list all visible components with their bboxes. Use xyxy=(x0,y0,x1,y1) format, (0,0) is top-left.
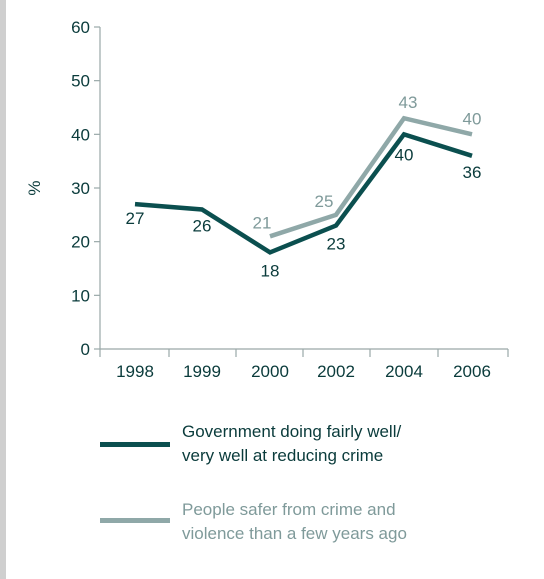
data-label: 36 xyxy=(463,163,482,182)
data-label: 23 xyxy=(327,235,346,254)
data-label: 18 xyxy=(261,261,280,280)
y-tick-label: 30 xyxy=(71,179,90,198)
line-chart: 0 10 20 30 40 50 60 1998 1999 2000 2002 2004 2006% 2… xyxy=(25,18,509,381)
y-tick-label: 60 xyxy=(71,18,90,37)
y-tick-label: 40 xyxy=(71,125,90,144)
axes: 0 10 20 30 40 50 60 1998 1999 2000 2002 2004 2006% xyxy=(25,18,509,381)
data-label: 25 xyxy=(315,192,334,211)
data-label: 40 xyxy=(463,109,482,128)
legend-label-people-safer-line1: People safer from crime and xyxy=(182,500,396,519)
data-labels: 27 26 18 23 40 36 21 25 43 40 xyxy=(126,93,482,280)
y-axis-title: % xyxy=(25,180,44,195)
legend-swatch-people-safer xyxy=(100,518,170,523)
data-label: 27 xyxy=(126,209,145,228)
x-tick-label: 2000 xyxy=(251,362,289,381)
legend-label-government-line1: Government doing fairly well/ xyxy=(182,422,402,441)
series-line-0 xyxy=(134,131,473,255)
x-tick-label: 2004 xyxy=(385,362,423,381)
x-tick-label: 1999 xyxy=(183,362,221,381)
legend-swatch-government xyxy=(100,442,170,447)
data-label: 26 xyxy=(193,216,212,235)
x-tick-label: 1998 xyxy=(116,362,154,381)
x-tick-label: 2006 xyxy=(453,362,491,381)
left-border-rule xyxy=(0,0,6,579)
x-tick-label: 2002 xyxy=(317,362,355,381)
series-line-1 xyxy=(269,115,473,239)
y-tick-label: 10 xyxy=(71,286,90,305)
data-label: 40 xyxy=(395,145,414,164)
y-tick-label: 20 xyxy=(71,233,90,252)
legend-label-government: Government doing fairly well/ very well … xyxy=(182,420,502,468)
legend-label-government-line2: very well at reducing crime xyxy=(182,446,384,465)
series-lines xyxy=(134,115,473,255)
data-label: 43 xyxy=(399,93,418,112)
y-tick-label: 50 xyxy=(71,72,90,91)
data-label: 21 xyxy=(253,213,272,232)
legend-label-people-safer: People safer from crime and violence tha… xyxy=(182,498,502,546)
y-tick-label: 0 xyxy=(81,340,90,359)
legend-label-people-safer-line2: violence than a few years ago xyxy=(182,524,407,543)
